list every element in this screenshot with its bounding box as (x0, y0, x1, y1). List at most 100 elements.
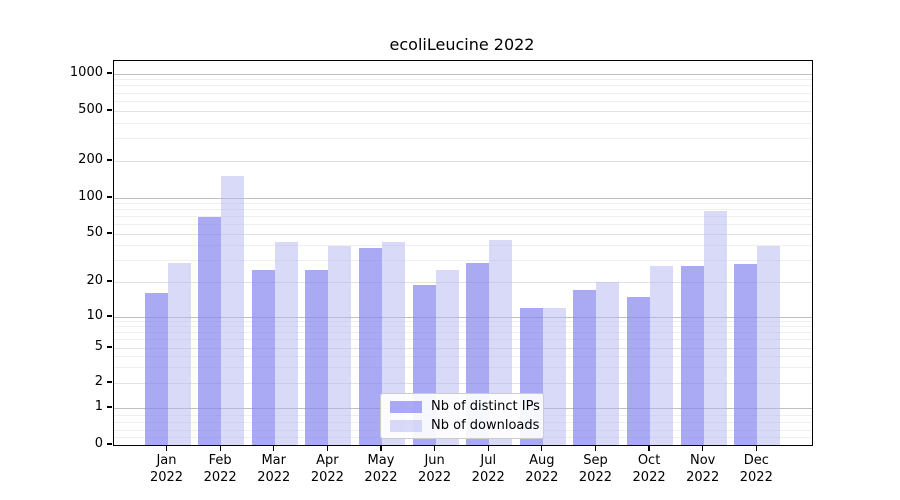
bar-downloads (328, 245, 352, 445)
legend-label: Nb of distinct IPs (431, 399, 540, 414)
bar-distinct-ips (680, 266, 704, 445)
x-tick-label: Jun 2022 (418, 453, 452, 485)
x-tick-label: Dec 2022 (739, 453, 773, 485)
x-tick-label: Jul 2022 (471, 453, 505, 485)
y-tick-label: 2 (94, 374, 103, 389)
y-tick-mark (107, 315, 112, 317)
y-tick-label: 1 (94, 399, 103, 414)
x-tick-mark (326, 445, 328, 451)
bar-distinct-ips (305, 270, 329, 445)
x-tick-label: Feb 2022 (203, 453, 237, 485)
bar-downloads (650, 266, 674, 445)
bar-distinct-ips (144, 293, 168, 445)
chart-title: ecoliLeucine 2022 (389, 35, 535, 54)
x-tick-label: Mar 2022 (257, 453, 291, 485)
legend-swatch-downloads-icon (390, 419, 422, 432)
bar-downloads (703, 210, 727, 445)
y-tick-label: 50 (86, 225, 103, 240)
gridline (114, 347, 812, 349)
gridline (114, 92, 812, 94)
bar-distinct-ips (627, 296, 651, 445)
gridline (114, 216, 812, 218)
gridline (114, 160, 812, 162)
bar-downloads (221, 176, 245, 445)
gridline (114, 233, 812, 235)
gridline (114, 332, 812, 334)
bar-downloads (596, 282, 620, 445)
y-tick-label: 0 (94, 436, 103, 451)
bar-downloads (167, 262, 191, 445)
legend-swatch-distinct-ips-icon (390, 400, 422, 413)
bar-distinct-ips (734, 264, 758, 445)
gridline (114, 245, 812, 247)
gridline (114, 367, 812, 368)
gridline (114, 122, 812, 124)
gridline (114, 197, 812, 199)
y-tick-label: 100 (78, 189, 103, 204)
gridline (114, 85, 812, 87)
y-tick-mark (107, 232, 112, 234)
x-tick-mark (165, 445, 168, 451)
gridline (114, 138, 812, 140)
bar-distinct-ips (573, 290, 597, 445)
gridline (114, 281, 812, 283)
y-tick-mark (107, 381, 112, 383)
y-tick-mark (107, 346, 112, 348)
gridline (114, 339, 812, 341)
x-tick-mark (755, 445, 757, 451)
y-tick-mark (107, 443, 112, 445)
bar-downloads (274, 241, 298, 445)
bar-downloads (542, 307, 566, 445)
gridline (114, 356, 812, 358)
x-tick-label: Oct 2022 (632, 453, 666, 485)
x-tick-label: Apr 2022 (310, 453, 344, 485)
x-tick-label: Jan 2022 (149, 453, 184, 485)
gridline (114, 382, 812, 384)
legend-row: Nb of downloads (390, 418, 539, 433)
legend: Nb of distinct IPs Nb of downloads (380, 393, 544, 439)
y-tick-label: 1000 (69, 65, 103, 80)
y-tick-mark (107, 406, 112, 408)
x-tick-mark (434, 445, 436, 451)
x-tick-mark (219, 445, 221, 451)
y-tick-label: 5 (94, 339, 103, 354)
x-tick-mark (380, 445, 382, 451)
x-tick-label: Sep 2022 (578, 453, 612, 485)
bar-distinct-ips (198, 216, 222, 445)
y-tick-label: 10 (86, 308, 103, 323)
gridline (114, 260, 812, 262)
x-tick-label: Aug 2022 (525, 453, 559, 485)
bar-distinct-ips (358, 248, 382, 445)
y-tick-mark (107, 159, 112, 161)
x-tick-mark (594, 445, 597, 451)
y-tick-mark (107, 280, 112, 282)
x-tick-label: May 2022 (364, 453, 398, 485)
x-tick-mark (541, 445, 543, 451)
y-tick-mark (107, 196, 112, 198)
gridline (114, 79, 812, 81)
gridline (114, 73, 812, 75)
y-tick-mark (107, 109, 112, 111)
gridline (114, 209, 812, 211)
bar-downloads (757, 245, 781, 445)
y-tick-mark (107, 72, 112, 74)
gridline (114, 100, 812, 102)
x-tick-mark (648, 445, 650, 451)
x-tick-mark (702, 445, 704, 451)
gridline (114, 316, 812, 318)
gridline (114, 110, 812, 112)
gridline (114, 321, 812, 323)
plot-area: Nb of distinct IPs Nb of downloads (113, 60, 813, 446)
gridline (114, 224, 812, 226)
gridline (114, 326, 812, 328)
legend-row: Nb of distinct IPs (390, 399, 540, 414)
y-tick-label: 20 (86, 273, 103, 288)
x-tick-mark (273, 445, 275, 451)
bar-distinct-ips (251, 270, 275, 445)
legend-label: Nb of downloads (431, 418, 540, 433)
gridline (114, 202, 812, 204)
x-tick-mark (487, 445, 489, 451)
y-tick-label: 500 (78, 102, 103, 117)
y-tick-label: 200 (78, 152, 103, 167)
